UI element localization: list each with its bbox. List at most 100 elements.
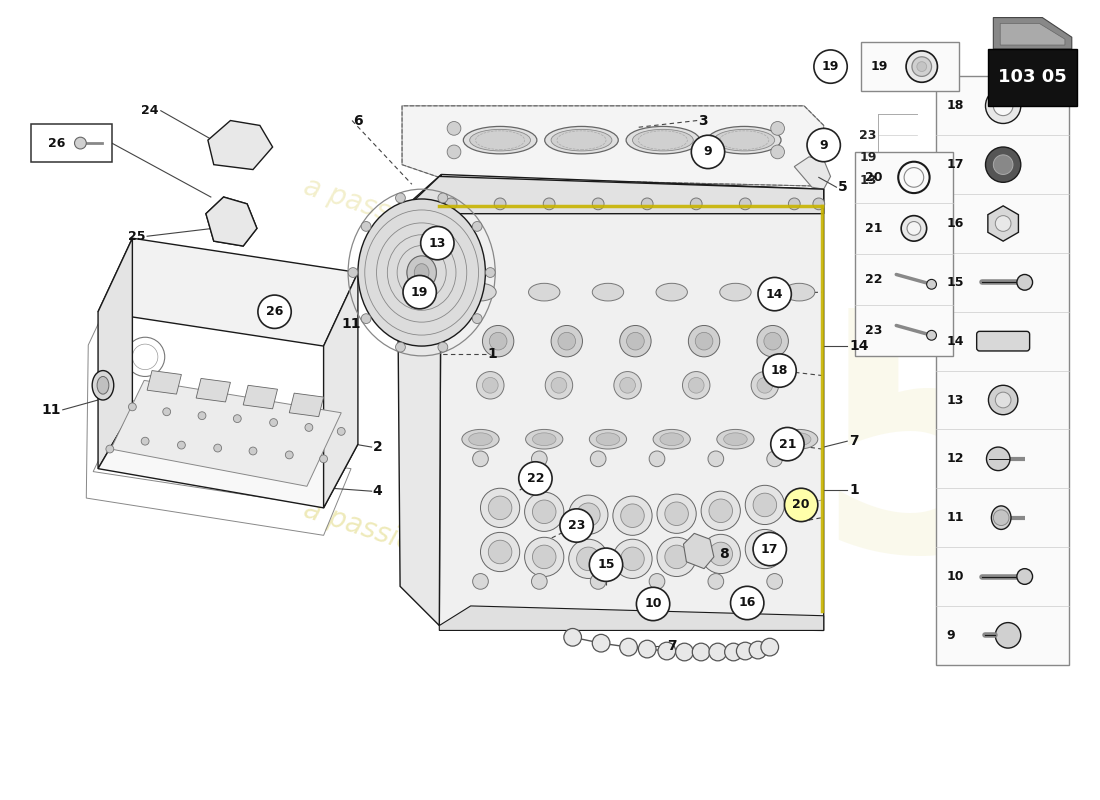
Text: 103 05: 103 05 [998,68,1067,86]
Ellipse shape [783,283,815,301]
Circle shape [129,403,136,410]
Circle shape [531,574,547,590]
Text: 16: 16 [946,217,964,230]
Circle shape [420,226,454,260]
Circle shape [767,574,782,590]
Circle shape [912,57,932,77]
Circle shape [483,326,514,357]
Circle shape [637,587,670,621]
Bar [861,42,959,91]
Polygon shape [243,386,277,409]
Bar [989,49,1077,106]
Circle shape [754,493,777,517]
Circle shape [692,643,710,661]
Circle shape [813,198,825,210]
Text: 13: 13 [946,394,964,406]
Text: 17: 17 [761,542,779,555]
Circle shape [993,155,1013,174]
Ellipse shape [781,430,817,449]
Polygon shape [196,378,230,402]
Text: 10: 10 [946,570,964,583]
Ellipse shape [653,430,691,449]
Circle shape [476,371,504,399]
Text: 7: 7 [667,639,676,653]
Circle shape [481,532,519,572]
Circle shape [757,378,772,393]
Circle shape [771,145,784,158]
Text: 20: 20 [792,498,810,511]
Text: 13: 13 [859,174,877,187]
Text: 16: 16 [738,597,756,610]
Bar [32,125,112,162]
Circle shape [485,268,495,278]
Circle shape [338,427,345,435]
Circle shape [576,503,601,526]
Ellipse shape [415,264,429,282]
Polygon shape [98,238,132,469]
Ellipse shape [97,377,109,394]
Ellipse shape [660,433,683,446]
Circle shape [689,378,704,393]
Text: 19: 19 [859,151,877,164]
Circle shape [494,198,506,210]
Circle shape [664,502,689,526]
Circle shape [987,447,1010,470]
Circle shape [564,629,582,646]
Text: a passion for cars: a passion for cars [300,496,543,598]
Ellipse shape [526,430,563,449]
Circle shape [558,332,575,350]
Circle shape [751,371,779,399]
Polygon shape [98,410,358,508]
Circle shape [996,216,1011,231]
Circle shape [1016,569,1033,584]
Polygon shape [208,121,273,170]
Circle shape [403,275,437,309]
Ellipse shape [626,126,700,154]
Text: 12: 12 [946,452,964,466]
Ellipse shape [470,130,530,151]
Ellipse shape [462,430,499,449]
Circle shape [789,198,800,210]
Ellipse shape [991,506,1011,530]
Circle shape [472,314,482,323]
Circle shape [348,268,358,278]
Text: 2: 2 [373,440,383,454]
Text: 11: 11 [341,317,361,330]
Circle shape [614,371,641,399]
Circle shape [901,216,926,241]
Text: 22: 22 [527,472,544,485]
Circle shape [620,547,645,570]
Text: 18: 18 [771,364,789,377]
Circle shape [771,427,804,461]
Circle shape [701,534,740,574]
Circle shape [641,198,653,210]
Circle shape [490,332,507,350]
Ellipse shape [707,126,781,154]
Ellipse shape [788,433,811,446]
Circle shape [767,451,782,466]
Circle shape [691,198,702,210]
Circle shape [749,642,767,659]
Circle shape [691,135,725,169]
Circle shape [270,418,277,426]
Circle shape [481,488,519,527]
Circle shape [757,326,789,357]
Circle shape [814,50,847,83]
Circle shape [543,198,556,210]
Ellipse shape [92,370,113,400]
Circle shape [576,547,601,570]
Circle shape [560,509,593,542]
Circle shape [708,451,724,466]
Circle shape [620,504,645,527]
Polygon shape [439,606,824,630]
Circle shape [627,332,645,350]
Circle shape [473,451,488,466]
Circle shape [986,147,1021,182]
Circle shape [106,445,113,453]
Ellipse shape [469,433,493,446]
Bar [936,77,1069,665]
Circle shape [989,386,1018,414]
Text: 24: 24 [142,104,158,118]
Circle shape [285,451,294,459]
Text: 18: 18 [946,99,964,112]
